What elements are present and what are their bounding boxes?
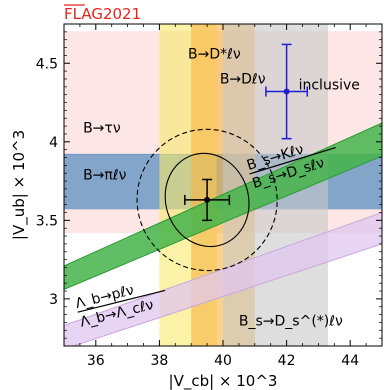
y-tick-label-0: 3 <box>49 292 58 308</box>
ratio-bar-0 <box>249 147 336 175</box>
x-tick-label-0: 36 <box>87 353 105 369</box>
sband-1 <box>64 211 382 346</box>
ellipse-dashed <box>136 128 278 272</box>
ratio-bar-1 <box>77 289 166 313</box>
x-tick-label-4: 44 <box>341 353 359 369</box>
y-axis-label: |V_ub| × 10^3 <box>10 130 29 240</box>
x-axis-label: |V_cb| × 10^3 <box>169 372 278 390</box>
band-label-3: B→Dℓν <box>220 72 266 88</box>
point-label-inclusive: inclusive <box>299 78 360 94</box>
sband-0 <box>64 122 382 290</box>
band-label-2: B→D*ℓν <box>188 47 241 63</box>
band-label-4: B_s→D_s^(*)ℓν <box>239 314 343 330</box>
flag-brand-label: FLAG2021 <box>64 5 141 23</box>
band-label-0: B→τν <box>83 120 121 136</box>
y-tick-label-1: 3.5 <box>36 213 58 229</box>
x-tick-label-3: 42 <box>278 353 296 369</box>
point-inclusive <box>283 88 290 95</box>
band-label-1: B→πℓν <box>83 168 127 184</box>
x-tick-label-1: 38 <box>150 353 168 369</box>
y-tick-label-3: 4.5 <box>36 56 58 72</box>
axis-ticks: 36 38 40 42 44 3 3.5 4 4.5 <box>36 23 382 369</box>
x-tick-label-2: 40 <box>214 353 232 369</box>
ellipse-solid <box>164 152 250 248</box>
point-average <box>204 196 211 203</box>
plot-area <box>64 24 382 346</box>
y-tick-label-2: 4 <box>49 135 58 151</box>
